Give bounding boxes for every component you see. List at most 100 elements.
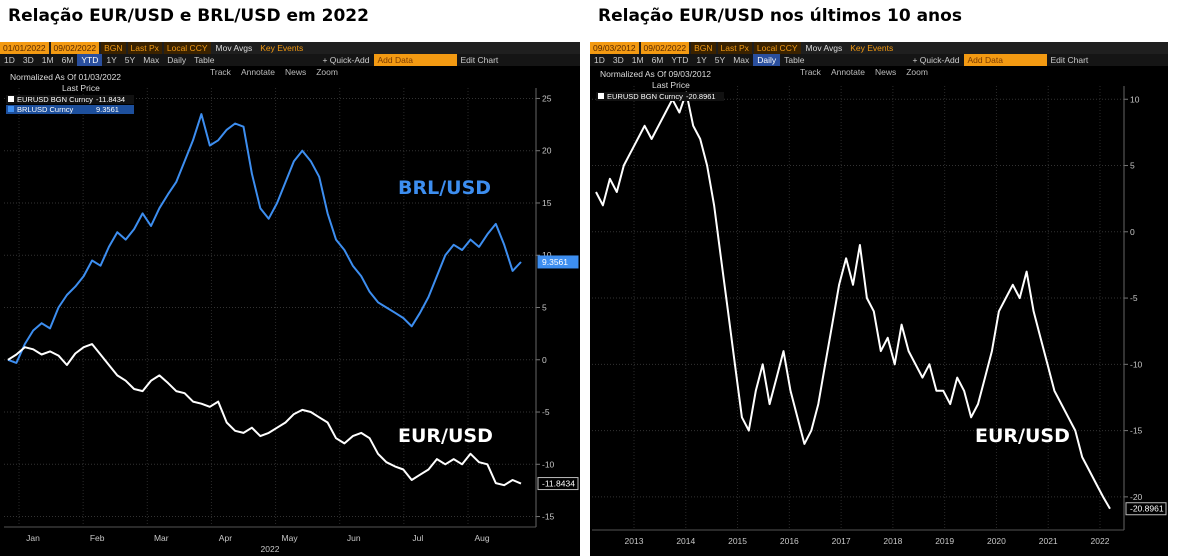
right-chart-panel: 09/03/2012 09/02/2022 BGN Last Px Local CCY M… xyxy=(590,42,1168,556)
right-period-1d[interactable]: 1D xyxy=(594,55,605,65)
left-legend-entry-bg xyxy=(6,95,134,104)
right-currency[interactable]: Local CCY xyxy=(753,42,801,54)
left-period-3d[interactable]: 3D xyxy=(22,55,34,65)
left-x-tick-label: Jun xyxy=(347,533,361,543)
left-annotation-brl-usd: BRL/USD xyxy=(398,177,491,199)
right-field[interactable]: Last Px xyxy=(717,42,752,54)
left-edit-chart[interactable]: Edit Chart xyxy=(460,55,499,65)
right-x-tick-label: 2020 xyxy=(987,536,1006,546)
left-period-1y[interactable]: 1Y xyxy=(106,55,117,65)
right-end-date[interactable]: 09/02/2022 xyxy=(640,42,690,54)
left-y-tick-label: -10 xyxy=(542,459,555,469)
left-currency[interactable]: Local CCY xyxy=(163,42,211,54)
right-tool-news[interactable]: News xyxy=(874,67,897,77)
right-edit-chart[interactable]: Edit Chart xyxy=(1050,55,1089,65)
right-period-3d[interactable]: 3D xyxy=(612,55,624,65)
left-legend-swatch xyxy=(8,106,14,112)
left-start-date[interactable]: 01/01/2022 xyxy=(0,42,49,54)
left-legend-entry-value: 9.3561 xyxy=(96,105,119,114)
right-legend-last-price: Last Price xyxy=(652,80,690,90)
left-tool-news[interactable]: News xyxy=(284,67,307,77)
left-y-tick-label: -15 xyxy=(542,512,555,522)
left-last-value-flag-eur-usd: -11.8434 xyxy=(542,479,575,489)
left-period-ytd[interactable]: YTD xyxy=(77,54,103,66)
right-x-tick-label: 2016 xyxy=(780,536,799,546)
right-x-tick-label: 2015 xyxy=(728,536,747,546)
left-chart-panel: 01/01/2022 09/02/2022 BGN Last Px Local CCY M… xyxy=(0,42,580,556)
left-chart-plot: 25 20 15 10 5 0 -5 -10 -15 Jan Feb Mar Apr May Jun Jul A… xyxy=(4,72,579,554)
left-legend-swatch xyxy=(8,96,14,102)
right-x-tick-label: 2017 xyxy=(832,536,851,546)
left-tool-track[interactable]: Track xyxy=(210,67,231,77)
left-quick-add[interactable]: + Quick-Add xyxy=(322,55,370,65)
right-tool-annotate[interactable]: Annotate xyxy=(830,67,865,77)
right-legend-entry-value: -20.8961 xyxy=(686,92,716,101)
left-key-events[interactable]: Key Events xyxy=(260,43,304,53)
left-chart-title: Relação EUR/USD e BRL/USD em 2022 xyxy=(8,6,369,26)
left-legend-last-price: Last Price xyxy=(62,83,100,93)
right-toolbar-top: 09/03/2012 09/02/2022 BGN Last Px Local CCY M… xyxy=(590,42,1168,54)
left-x-tick-label: Mar xyxy=(154,533,169,543)
right-x-tick-label: 2021 xyxy=(1039,536,1058,546)
right-legend-entry-bg xyxy=(596,92,724,101)
left-annotation-eur-usd: EUR/USD xyxy=(398,425,493,447)
left-tool-annotate[interactable]: Annotate xyxy=(240,67,275,77)
right-key-events[interactable]: Key Events xyxy=(850,43,894,53)
right-table[interactable]: Table xyxy=(784,55,805,65)
left-legend-entry-name: EURUSD BGN Curncy xyxy=(17,95,93,104)
right-period-max[interactable]: Max xyxy=(733,55,750,65)
right-y-tick-label: -5 xyxy=(1130,293,1138,303)
left-tool-zoom[interactable]: Zoom xyxy=(316,67,338,77)
right-last-value-flag-bg xyxy=(1125,502,1167,516)
left-legend-entry-name: BRLUSD Curncy xyxy=(17,105,74,114)
right-frequency[interactable]: Daily xyxy=(753,54,781,66)
right-period-1y[interactable]: 1Y xyxy=(696,55,707,65)
right-tool-track[interactable]: Track xyxy=(800,67,821,77)
right-source[interactable]: BGN xyxy=(691,42,716,54)
left-table[interactable]: Table xyxy=(194,55,215,65)
right-tool-zoom[interactable]: Zoom xyxy=(906,67,928,77)
right-chart-title: Relação EUR/USD nos últimos 10 anos xyxy=(598,6,962,26)
left-period-1m[interactable]: 1M xyxy=(41,55,54,65)
left-x-tick-label: Apr xyxy=(219,533,232,543)
left-toolbar-tools: Track Annotate News Zoom xyxy=(0,66,580,78)
right-x-tick-label: 2018 xyxy=(883,536,902,546)
left-end-date[interactable]: 09/02/2022 xyxy=(50,42,100,54)
left-period-1d[interactable]: 1D xyxy=(4,55,15,65)
right-annotation-eur-usd: EUR/USD xyxy=(975,425,1070,447)
left-x-tick-label: Jan xyxy=(26,533,40,543)
right-legend-normalized: Normalized As Of 09/03/2012 xyxy=(600,69,711,79)
right-x-tick-label: 2022 xyxy=(1091,536,1110,546)
right-last-value-flag-eur-usd: -20.8961 xyxy=(1130,504,1164,514)
left-y-tick-label: -5 xyxy=(542,407,550,417)
left-field[interactable]: Last Px xyxy=(127,42,162,54)
right-period-5y[interactable]: 5Y xyxy=(714,55,726,65)
left-x-tick-label: May xyxy=(282,533,299,543)
left-period-5y[interactable]: 5Y xyxy=(124,55,136,65)
right-period-6m[interactable]: 6M xyxy=(651,55,664,65)
right-x-tick-label: 2014 xyxy=(676,536,695,546)
left-y-tick-label: 20 xyxy=(542,146,552,156)
right-y-tick-label: 5 xyxy=(1130,161,1135,171)
right-add-data-input[interactable]: Add Data xyxy=(963,54,1047,66)
left-frequency[interactable]: Daily xyxy=(167,55,187,65)
left-last-value-flag-bg xyxy=(537,255,579,269)
right-y-tick-label: -10 xyxy=(1130,359,1143,369)
left-last-value-flag-brl-usd: 9.3561 xyxy=(542,257,568,267)
left-source[interactable]: BGN xyxy=(101,42,126,54)
right-period-1m[interactable]: 1M xyxy=(631,55,644,65)
right-start-date[interactable]: 09/03/2012 xyxy=(590,42,639,54)
left-period-max[interactable]: Max xyxy=(143,55,160,65)
left-period-6m[interactable]: 6M xyxy=(61,55,74,65)
right-mov-avgs[interactable]: Mov Avgs xyxy=(805,43,843,53)
right-quick-add[interactable]: + Quick-Add xyxy=(912,55,960,65)
right-chart-plot: 10 5 0 -5 -10 -15 -20 2013 2014 2015 2016 2017 2018 2… xyxy=(592,69,1167,546)
right-period-ytd[interactable]: YTD xyxy=(671,55,689,65)
right-y-tick-label: -20 xyxy=(1130,492,1143,502)
left-x-tick-label: Jul xyxy=(412,533,423,543)
left-mov-avgs[interactable]: Mov Avgs xyxy=(215,43,253,53)
left-series-eur-usd-line xyxy=(7,343,522,487)
right-toolbar-periods: 1D 3D 1M 6M YTD 1Y 5Y Max Daily Table + Quick-Add A… xyxy=(590,54,1168,66)
left-add-data-input[interactable]: Add Data xyxy=(373,54,457,66)
right-x-tick-label: 2013 xyxy=(625,536,644,546)
